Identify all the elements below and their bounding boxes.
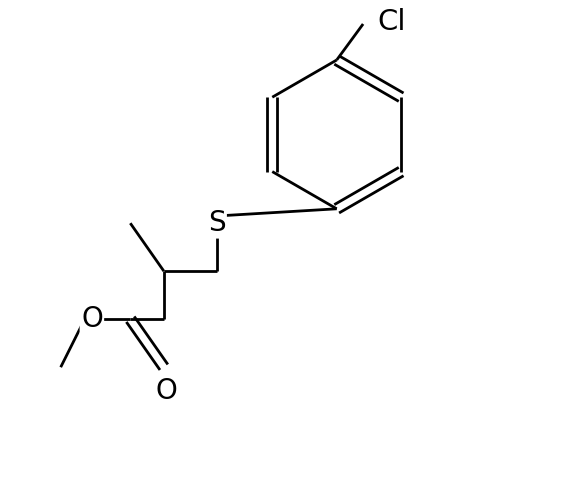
Text: S: S [208, 209, 226, 237]
Text: Cl: Cl [378, 8, 406, 36]
Text: O: O [81, 305, 103, 333]
Text: O: O [155, 377, 177, 405]
